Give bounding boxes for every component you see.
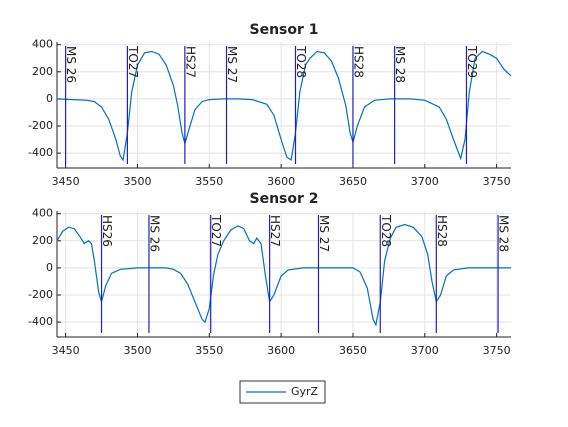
event-label: MS 26	[64, 46, 78, 83]
event-label: HS27	[183, 46, 197, 78]
x-tick-label: 3450	[52, 175, 80, 188]
data-line	[56, 50, 512, 162]
event-label: TO29	[465, 45, 479, 78]
event-label: HS28	[351, 46, 365, 78]
event-label: TO27	[209, 214, 223, 247]
event-label: MS 28	[497, 215, 511, 252]
y-tick-label: 0	[46, 261, 53, 274]
x-tick-label: 3600	[267, 175, 295, 188]
x-tick-label: 3650	[339, 175, 367, 188]
legend-label: GyrZ	[291, 385, 319, 398]
chart-title: Sensor 2	[249, 191, 318, 207]
y-tick-label: 200	[32, 234, 53, 247]
legend: GyrZ	[239, 380, 326, 404]
y-tick-label: -200	[28, 288, 53, 301]
y-tick-label: 0	[46, 92, 53, 105]
event-label: HS28	[435, 215, 449, 247]
event-label: MS 28	[393, 46, 407, 83]
event-label: MS 27	[317, 215, 331, 252]
x-tick-label: 3600	[267, 344, 295, 357]
event-label: MS 26	[147, 215, 161, 252]
y-tick-label: -400	[28, 315, 53, 328]
y-tick-label: 200	[32, 65, 53, 78]
event-label: MS 27	[225, 46, 239, 83]
y-tick-label: -400	[28, 146, 53, 159]
x-tick-label: 3500	[123, 344, 151, 357]
data-line	[56, 223, 511, 327]
x-tick-label: 3700	[411, 344, 439, 357]
x-tick-label: 3550	[195, 175, 223, 188]
event-label: HS26	[100, 215, 114, 247]
x-tick-label: 3500	[123, 175, 151, 188]
x-tick-label: 3750	[483, 175, 511, 188]
event-label: TO28	[294, 45, 308, 78]
x-tick-label: 3450	[52, 344, 80, 357]
x-tick-label: 3550	[195, 344, 223, 357]
y-tick-label: 400	[32, 38, 53, 51]
event-label: HS27	[268, 215, 282, 247]
event-label: TO28	[379, 214, 393, 247]
x-tick-label: 3700	[411, 175, 439, 188]
chart-title: Sensor 1	[249, 22, 318, 38]
y-tick-label: -200	[28, 119, 53, 132]
y-tick-label: 400	[32, 207, 53, 220]
x-tick-label: 3750	[483, 344, 511, 357]
event-label: TO27	[126, 45, 140, 78]
x-tick-label: 3650	[339, 344, 367, 357]
